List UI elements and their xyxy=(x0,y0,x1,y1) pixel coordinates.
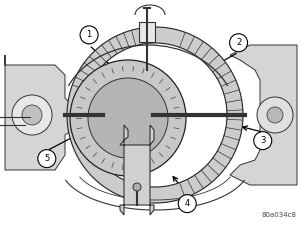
Circle shape xyxy=(178,195,196,213)
Circle shape xyxy=(70,60,186,176)
Text: 80a034c8: 80a034c8 xyxy=(262,212,297,218)
Circle shape xyxy=(254,132,272,150)
Circle shape xyxy=(230,34,248,52)
Circle shape xyxy=(133,183,141,191)
Polygon shape xyxy=(5,55,72,170)
Circle shape xyxy=(267,107,283,123)
Circle shape xyxy=(38,150,56,168)
Text: 3: 3 xyxy=(260,136,265,145)
FancyBboxPatch shape xyxy=(139,22,155,42)
Text: 2: 2 xyxy=(236,38,241,47)
Circle shape xyxy=(80,26,98,44)
Polygon shape xyxy=(230,45,297,185)
Circle shape xyxy=(257,97,293,133)
Circle shape xyxy=(88,78,168,158)
Circle shape xyxy=(22,105,42,125)
Circle shape xyxy=(12,95,52,135)
Polygon shape xyxy=(120,125,154,215)
Text: 1: 1 xyxy=(86,30,92,39)
Text: 4: 4 xyxy=(185,199,190,208)
Polygon shape xyxy=(67,27,243,203)
Text: 5: 5 xyxy=(44,154,50,163)
